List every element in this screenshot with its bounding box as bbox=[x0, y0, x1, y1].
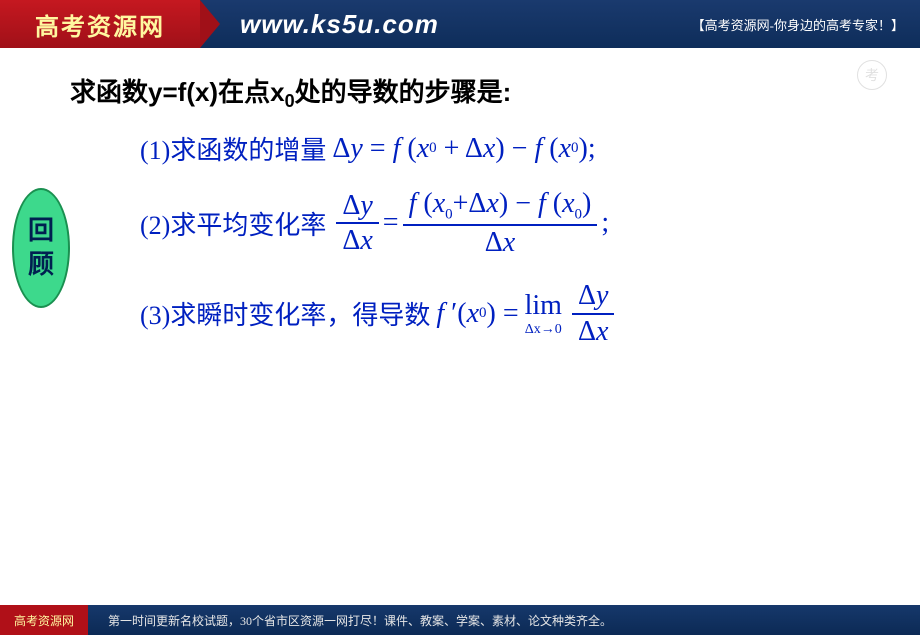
lim-text: lim bbox=[525, 290, 562, 322]
step-2-label: (2)求平均变化率 bbox=[140, 205, 326, 242]
lim-sub: Δx→0 bbox=[525, 322, 562, 338]
step-2-equation: Δy Δx = f (x0+Δx) − f (x0) Δx ; bbox=[332, 187, 609, 259]
footer-text: 第一时间更新名校试题，30个省市区资源一网打尽！课件、教案、学案、素材、论文种类… bbox=[108, 612, 612, 629]
step-3-label: (3)求瞬时变化率，得导数 bbox=[140, 295, 430, 332]
step-2: (2)求平均变化率 Δy Δx = f (x0+Δx) − f (x0) Δx … bbox=[140, 187, 880, 259]
title-x0-sub: 0 bbox=[285, 91, 295, 111]
footer-logo: 高考资源网 bbox=[0, 605, 88, 635]
slide-content: 求函数y=f(x)在点x0处的导数的步骤是: 回 顾 (1)求函数的增量 Δy … bbox=[0, 48, 920, 349]
title-prefix: 求函数 bbox=[70, 77, 148, 107]
step-3-fraction: Δy Δx bbox=[572, 279, 614, 348]
step-3: (3)求瞬时变化率，得导数 f ′(x0) = lim Δx→0 Δy Δx bbox=[140, 279, 880, 348]
site-tagline: 【高考资源网-你身边的高考专家！】 bbox=[692, 15, 904, 34]
step-2-lhs-fraction: Δy Δx bbox=[336, 189, 378, 258]
logo-text: 高考资源网 bbox=[35, 7, 165, 42]
review-char-1: 回 bbox=[28, 214, 54, 248]
step-1: (1)求函数的增量 Δy = f (x0 + Δx) − f (x0); bbox=[140, 130, 880, 167]
site-url: www.ks5u.com bbox=[240, 9, 439, 40]
title-suffix: 处的导数的步骤是: bbox=[295, 77, 512, 107]
bottom-banner: 高考资源网 第一时间更新名校试题，30个省市区资源一网打尽！课件、教案、学案、素… bbox=[0, 605, 920, 635]
title-x0: x bbox=[270, 77, 284, 107]
site-logo: 高考资源网 bbox=[0, 0, 200, 48]
title-func: y=f(x) bbox=[148, 77, 218, 107]
limit-notation: lim Δx→0 bbox=[525, 290, 562, 338]
step-3-equation: f ′(x0) = lim Δx→0 Δy Δx bbox=[436, 279, 618, 348]
step-1-label: (1)求函数的增量 bbox=[140, 130, 326, 167]
title-mid: 在点 bbox=[218, 77, 270, 107]
step-2-rhs-fraction: f (x0+Δx) − f (x0) Δx bbox=[403, 187, 598, 259]
page-title: 求函数y=f(x)在点x0处的导数的步骤是: bbox=[70, 72, 880, 112]
review-char-2: 顾 bbox=[28, 248, 54, 282]
step-1-equation: Δy = f (x0 + Δx) − f (x0); bbox=[332, 133, 595, 165]
review-badge: 回 顾 bbox=[12, 188, 70, 308]
top-banner: 高考资源网 www.ks5u.com 【高考资源网-你身边的高考专家！】 bbox=[0, 0, 920, 48]
steps-list: (1)求函数的增量 Δy = f (x0 + Δx) − f (x0); (2)… bbox=[140, 130, 880, 348]
